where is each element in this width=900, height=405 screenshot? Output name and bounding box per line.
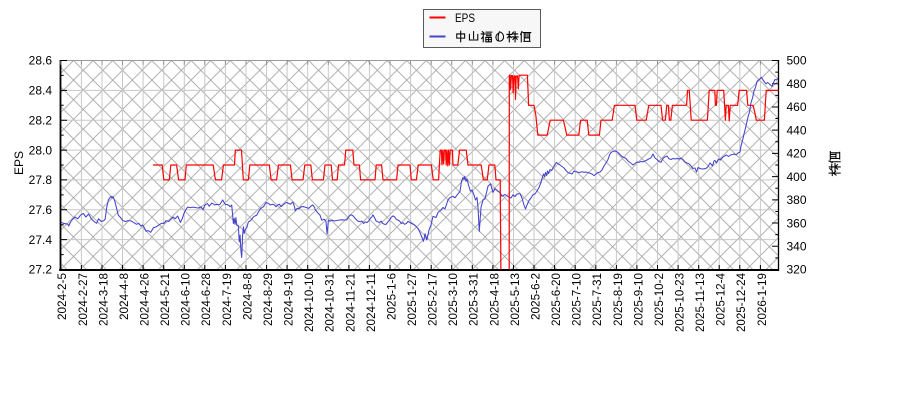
svg-text:2024-10-31: 2024-10-31 xyxy=(323,273,337,332)
svg-text:2025-10-2: 2025-10-2 xyxy=(652,273,666,326)
svg-text:2025-3-10: 2025-3-10 xyxy=(446,273,460,326)
svg-text:320: 320 xyxy=(787,263,807,277)
svg-text:2024-3-18: 2024-3-18 xyxy=(96,273,110,326)
svg-text:2024-8-8: 2024-8-8 xyxy=(240,273,254,320)
svg-text:2024-7-19: 2024-7-19 xyxy=(220,273,234,326)
svg-text:2025-1-27: 2025-1-27 xyxy=(405,273,419,326)
svg-text:2025-7-31: 2025-7-31 xyxy=(590,273,604,326)
svg-text:27.6: 27.6 xyxy=(29,203,53,217)
svg-text:2025-11-13: 2025-11-13 xyxy=(693,273,707,332)
svg-text:2024-10-10: 2024-10-10 xyxy=(302,273,316,332)
svg-text:28.2: 28.2 xyxy=(29,113,53,127)
svg-text:EPS: EPS xyxy=(12,151,26,175)
svg-text:380: 380 xyxy=(787,193,807,207)
svg-text:2025-6-20: 2025-6-20 xyxy=(549,273,563,326)
svg-text:2025-3-31: 2025-3-31 xyxy=(467,273,481,326)
svg-text:2025-7-10: 2025-7-10 xyxy=(570,273,584,326)
svg-text:27.2: 27.2 xyxy=(29,263,53,277)
svg-text:2025-1-6: 2025-1-6 xyxy=(384,273,398,320)
svg-text:2024-2-5: 2024-2-5 xyxy=(55,273,69,320)
svg-text:28.0: 28.0 xyxy=(29,143,53,157)
svg-text:2024-2-27: 2024-2-27 xyxy=(76,273,90,326)
svg-text:2024-8-29: 2024-8-29 xyxy=(261,273,275,326)
svg-text:2025-6-2: 2025-6-2 xyxy=(528,273,542,320)
svg-text:2025-2-17: 2025-2-17 xyxy=(426,273,440,326)
svg-text:2024-4-26: 2024-4-26 xyxy=(138,273,152,326)
svg-text:480: 480 xyxy=(787,77,807,91)
svg-text:2024-6-28: 2024-6-28 xyxy=(199,273,213,326)
svg-text:2025-9-10: 2025-9-10 xyxy=(631,273,645,326)
svg-text:28.4: 28.4 xyxy=(29,84,53,98)
svg-text:2025-12-24: 2025-12-24 xyxy=(734,273,748,332)
svg-text:2024-9-19: 2024-9-19 xyxy=(282,273,296,326)
svg-text:500: 500 xyxy=(787,54,807,68)
svg-text:27.8: 27.8 xyxy=(29,173,53,187)
svg-text:460: 460 xyxy=(787,100,807,114)
svg-text:340: 340 xyxy=(787,240,807,254)
svg-text:28.6: 28.6 xyxy=(29,54,53,68)
svg-text:2025-8-19: 2025-8-19 xyxy=(611,273,625,326)
svg-text:2025-4-18: 2025-4-18 xyxy=(487,273,501,326)
svg-text:440: 440 xyxy=(787,123,807,137)
svg-text:2024-12-11: 2024-12-11 xyxy=(364,273,378,332)
svg-text:2025-5-13: 2025-5-13 xyxy=(508,273,522,326)
svg-text:420: 420 xyxy=(787,147,807,161)
svg-text:2025-10-23: 2025-10-23 xyxy=(673,273,687,332)
svg-text:2025-12-4: 2025-12-4 xyxy=(714,273,728,326)
svg-text:2024-11-21: 2024-11-21 xyxy=(343,273,357,332)
svg-text:400: 400 xyxy=(787,170,807,184)
svg-text:2026-1-19: 2026-1-19 xyxy=(755,273,769,326)
svg-text:EPS: EPS xyxy=(455,11,475,25)
svg-text:2024-6-10: 2024-6-10 xyxy=(179,273,193,326)
svg-text:27.4: 27.4 xyxy=(29,233,53,247)
svg-text:2024-5-21: 2024-5-21 xyxy=(158,273,172,326)
svg-text:360: 360 xyxy=(787,216,807,230)
svg-text:2024-4-8: 2024-4-8 xyxy=(117,273,131,320)
